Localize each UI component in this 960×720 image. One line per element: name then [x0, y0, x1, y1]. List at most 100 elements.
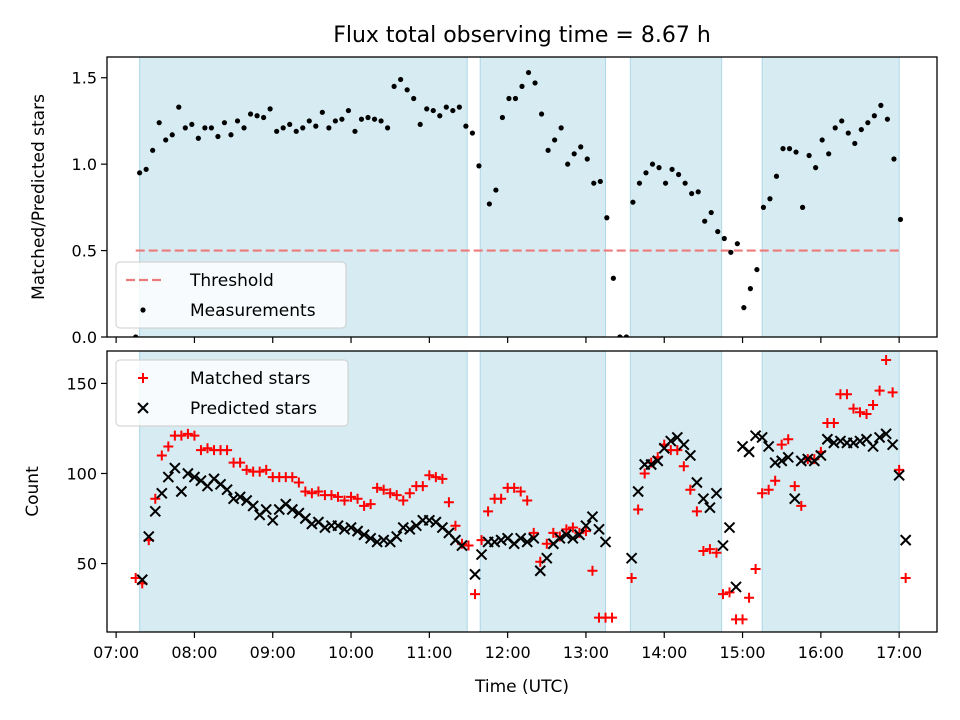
- measurement-point: [332, 118, 338, 124]
- measurement-point: [806, 152, 812, 159]
- measurement-point: [398, 76, 404, 83]
- measurement-point: [486, 201, 492, 207]
- measurement-point: [143, 166, 149, 172]
- measurement-point: [578, 144, 584, 150]
- predicted-star-point: [775, 455, 788, 467]
- matched-star-point: [326, 490, 337, 501]
- measurement-point: [734, 241, 740, 247]
- measurement-point: [358, 116, 365, 122]
- predicted-star-point: [756, 431, 768, 444]
- measurement-point: [499, 114, 506, 121]
- matched-star-point: [757, 488, 768, 499]
- matched-star-point: [737, 614, 748, 625]
- predicted-star-point: [645, 458, 657, 471]
- matched-star-point: [541, 538, 552, 549]
- predicted-star-point: [371, 536, 383, 548]
- measurement-point: [339, 116, 345, 122]
- y-tick-label: 0.0: [72, 328, 97, 347]
- measurement-point: [345, 107, 352, 114]
- matched-star-point: [163, 441, 174, 452]
- measurement-point: [662, 180, 669, 186]
- measurement-point: [221, 120, 228, 126]
- measurement-point: [852, 140, 858, 147]
- measurement-point: [643, 170, 649, 176]
- measurement-point: [610, 275, 616, 281]
- predicted-star-point: [188, 471, 201, 483]
- matched-star-point: [470, 589, 481, 600]
- measurement-point: [280, 125, 286, 131]
- predicted-star-point: [156, 487, 168, 500]
- predicted-star-point: [469, 568, 481, 581]
- matched-star-point: [195, 445, 206, 456]
- predicted-star-point: [554, 532, 566, 545]
- predicted-star-point: [182, 467, 194, 480]
- matched-star-point: [430, 472, 441, 483]
- predicted-star-point: [886, 438, 899, 451]
- matched-star-point: [698, 545, 709, 556]
- matched-star-point: [398, 495, 409, 506]
- predicted-star-point: [332, 520, 344, 532]
- measurement-point: [137, 170, 143, 176]
- measurement-point: [871, 113, 877, 119]
- measurement-point: [195, 135, 201, 141]
- observing-interval: [761, 56, 900, 338]
- matched-star-point: [861, 409, 872, 420]
- measurement-point: [839, 118, 845, 124]
- matched-star-point: [881, 355, 892, 366]
- matched-star-point: [783, 434, 794, 445]
- y-axis-label: Count: [23, 466, 43, 517]
- matched-star-point: [352, 493, 363, 504]
- predicted-star-point: [247, 500, 259, 512]
- matched-star-point: [574, 527, 585, 538]
- measurement-point: [169, 132, 175, 138]
- x-tick-label: 17:00: [876, 643, 922, 662]
- measurement-point: [202, 125, 208, 131]
- x-tick-label: 09:00: [250, 643, 296, 662]
- measurement-point: [493, 187, 499, 193]
- matched-star-point: [254, 466, 265, 477]
- matched-star-point: [378, 484, 389, 495]
- predicted-star-point: [234, 491, 246, 503]
- top-panel: 0.0 0.5 1.0 1.5 Matched/Predicted stars Thres…: [29, 56, 938, 347]
- measurement-point: [267, 106, 273, 112]
- predicted-star-point: [521, 536, 533, 548]
- measurement-point: [636, 180, 643, 186]
- measurement-point: [741, 305, 747, 311]
- predicted-star-point: [573, 529, 586, 541]
- measurement-point: [519, 83, 525, 89]
- predicted-star-point: [873, 431, 886, 444]
- predicted-star-point: [175, 485, 188, 498]
- legend-label: Predicted stars: [190, 399, 317, 419]
- measurement-point: [754, 266, 760, 273]
- matched-star-point: [626, 572, 637, 583]
- predicted-star-point: [514, 532, 527, 545]
- measurement-point: [813, 165, 819, 171]
- matched-star-point: [176, 430, 187, 441]
- matched-star-point: [450, 520, 461, 531]
- predicted-star-point: [319, 521, 331, 534]
- matched-star-point: [306, 488, 317, 499]
- predicted-star-point: [351, 525, 364, 537]
- measurement-point: [545, 147, 551, 153]
- measurement-point: [384, 125, 391, 131]
- measurement-point: [571, 151, 577, 157]
- observing-interval: [761, 350, 900, 633]
- matched-star-point: [437, 473, 448, 484]
- matched-star-point: [424, 470, 435, 481]
- matched-star-point: [796, 500, 807, 511]
- matched-star-point: [711, 547, 722, 558]
- measurement-point: [832, 125, 838, 131]
- axes-frame: [106, 350, 938, 633]
- plot-area: [130, 355, 912, 625]
- matched-star-point: [561, 524, 572, 535]
- predicted-star-point: [456, 539, 468, 552]
- predicted-star-point: [854, 435, 866, 447]
- measurement-point: [456, 104, 462, 110]
- predicted-star-point: [652, 455, 664, 467]
- matched-star-point: [313, 486, 324, 497]
- x-tick-label: 16:00: [798, 643, 844, 662]
- matched-star-point: [874, 385, 885, 396]
- predicted-star-point: [899, 534, 912, 546]
- measurement-point: [274, 128, 280, 134]
